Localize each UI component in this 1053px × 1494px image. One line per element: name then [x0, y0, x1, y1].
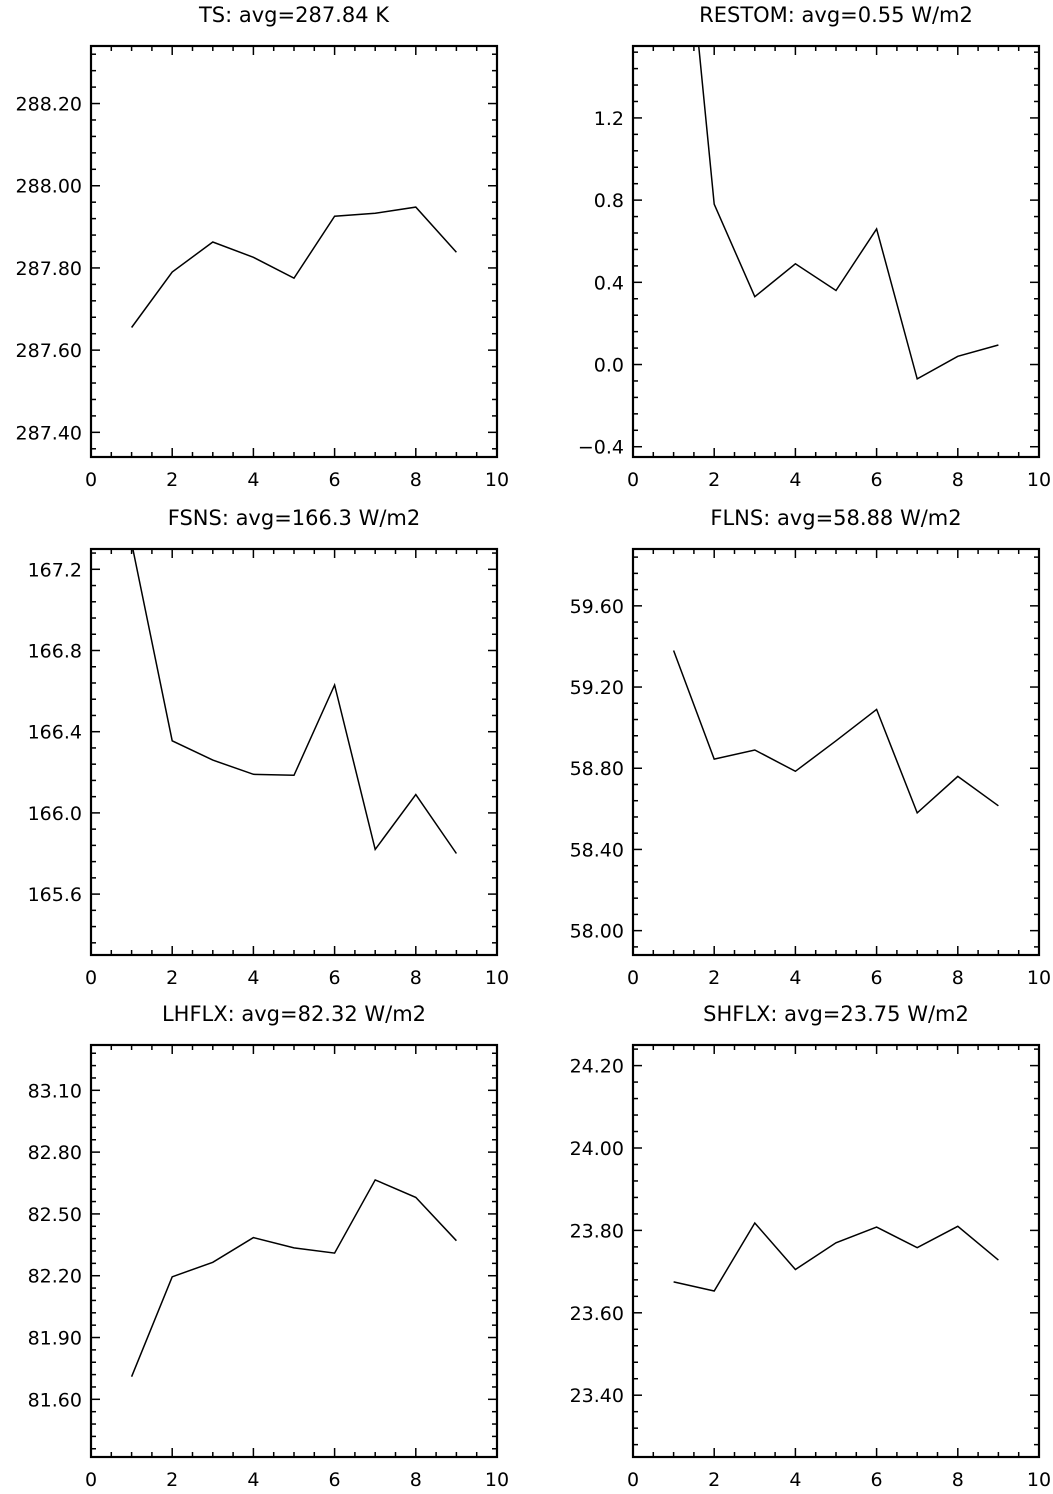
x-tick-label: 0: [627, 469, 639, 491]
plot-frame: [631, 1043, 1041, 1459]
y-tick-label: 82.80: [28, 1142, 82, 1164]
x-tick-label: 10: [485, 967, 509, 989]
x-tick-label: 4: [789, 469, 801, 491]
chart-panel-2: RESTOM: avg=0.55 W/m2 0 2 4 6 8 10 −0.4 0.0 0.4 0.…: [578, 3, 1051, 491]
series-line: [673, 1221, 999, 1292]
x-tick-label: 4: [247, 967, 259, 989]
y-tick-label: 167.2: [28, 559, 82, 581]
y-tick-label: 1.2: [594, 108, 624, 130]
plot-frame: [631, 547, 1041, 957]
plot-frame: [631, 44, 1041, 459]
y-tick-label: 0.8: [594, 190, 624, 212]
series-line: [132, 549, 458, 854]
y-tick-label: 82.50: [28, 1204, 82, 1226]
x-tick-label: 0: [627, 1469, 639, 1491]
y-tick-label: 83.10: [28, 1080, 82, 1102]
y-tick-label: 23.60: [570, 1303, 624, 1325]
x-tick-label: 0: [85, 469, 97, 491]
y-tick-label: 58.40: [570, 839, 624, 861]
x-tick-label: 0: [85, 1469, 97, 1491]
plot-frame: [89, 44, 499, 459]
x-tick-label: 6: [329, 1469, 341, 1491]
y-tick-label: 59.20: [570, 677, 624, 699]
x-tick-label: 6: [871, 1469, 883, 1491]
y-tick-label: 287.80: [16, 258, 82, 280]
y-tick-label: 58.80: [570, 758, 624, 780]
y-tick-label: 288.00: [16, 176, 82, 198]
x-tick-label: 8: [410, 967, 422, 989]
y-tick-label: 165.6: [28, 884, 82, 906]
y-tick-label: 166.4: [28, 722, 82, 744]
x-tick-label: 0: [627, 967, 639, 989]
plot-frame: [89, 1043, 499, 1459]
chart-panel-1: TS: avg=287.84 K 0 2 4 6 8 10 287.40 287.60 287.8…: [16, 3, 510, 491]
y-tick-label: 23.80: [570, 1220, 624, 1242]
y-tick-label: 23.40: [570, 1385, 624, 1407]
x-tick-label: 4: [789, 967, 801, 989]
y-tick-label: 81.60: [28, 1389, 82, 1411]
series-line: [130, 206, 457, 328]
y-tick-label: 58.00: [570, 921, 624, 943]
y-tick-label: 82.20: [28, 1266, 82, 1288]
x-tick-label: 6: [871, 469, 883, 491]
x-tick-label: 4: [789, 1469, 801, 1491]
x-tick-label: 6: [871, 967, 883, 989]
x-tick-label: 2: [166, 967, 178, 989]
x-tick-label: 0: [85, 967, 97, 989]
chart-title: SHFLX: avg=23.75 W/m2: [703, 1002, 969, 1026]
x-tick-label: 2: [708, 1469, 720, 1491]
chart-title: RESTOM: avg=0.55 W/m2: [699, 3, 973, 27]
y-tick-label: 24.00: [570, 1138, 624, 1160]
y-tick-label: 288.20: [16, 94, 82, 116]
x-tick-label: 2: [708, 469, 720, 491]
chart-panel-4: FLNS: avg=58.88 W/m2 0 2 4 6 8 10 58.00 58.40 58.…: [570, 506, 1052, 989]
x-tick-label: 8: [952, 967, 964, 989]
x-tick-label: 10: [1027, 1469, 1051, 1491]
chart-title: FSNS: avg=166.3 W/m2: [168, 506, 421, 530]
x-tick-label: 2: [708, 967, 720, 989]
y-tick-label: 0.0: [594, 355, 624, 377]
chart-title: FLNS: avg=58.88 W/m2: [710, 506, 961, 530]
x-tick-label: 10: [485, 1469, 509, 1491]
plot-frame: [89, 547, 499, 957]
y-tick-label: 81.90: [28, 1328, 82, 1350]
x-tick-label: 10: [1027, 469, 1051, 491]
series-line: [672, 650, 999, 815]
y-tick-label: 287.60: [16, 340, 82, 362]
x-tick-label: 8: [952, 469, 964, 491]
x-tick-label: 10: [1027, 967, 1051, 989]
chart-panel-5: LHFLX: avg=82.32 W/m2 0 2 4 6 8 10 81.60 81.90 82…: [28, 1002, 510, 1491]
chart-title: TS: avg=287.84 K: [198, 3, 390, 27]
y-tick-label: 0.4: [594, 272, 624, 294]
x-tick-label: 8: [410, 469, 422, 491]
chart-panel-6: SHFLX: avg=23.75 W/m2 0 2 4 6 8 10 23.40 23.60 23…: [570, 1002, 1052, 1491]
y-tick-label: 166.0: [28, 803, 82, 825]
x-tick-label: 8: [952, 1469, 964, 1491]
x-tick-label: 2: [166, 469, 178, 491]
chart-title: LHFLX: avg=82.32 W/m2: [162, 1002, 426, 1026]
y-tick-label: −0.4: [578, 437, 624, 459]
x-tick-label: 2: [166, 1469, 178, 1491]
y-tick-label: 59.60: [570, 596, 624, 618]
chart-panel-3: FSNS: avg=166.3 W/m2 0 2 4 6 8 10 165.6 166.0 166…: [28, 506, 510, 989]
series-line: [130, 1178, 457, 1377]
x-tick-label: 8: [410, 1469, 422, 1491]
x-tick-label: 4: [247, 1469, 259, 1491]
y-tick-label: 24.20: [570, 1056, 624, 1078]
x-tick-label: 10: [485, 469, 509, 491]
series-line: [697, 46, 999, 381]
x-tick-label: 6: [329, 967, 341, 989]
x-tick-label: 4: [247, 469, 259, 491]
y-tick-label: 166.8: [28, 641, 82, 663]
y-tick-label: 287.40: [16, 422, 82, 444]
x-tick-label: 6: [329, 469, 341, 491]
